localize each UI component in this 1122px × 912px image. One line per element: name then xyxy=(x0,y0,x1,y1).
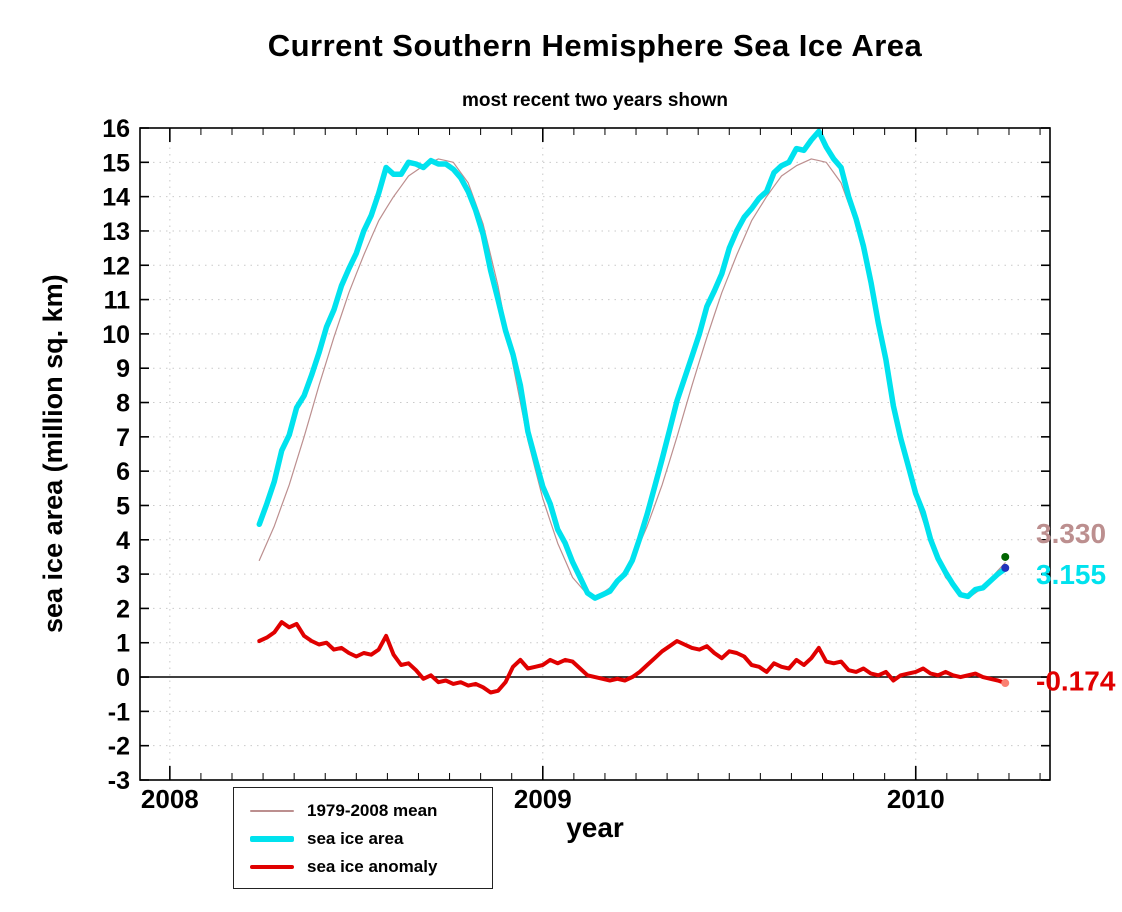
svg-text:15: 15 xyxy=(102,149,130,177)
legend-line-sample-mean xyxy=(250,810,294,812)
legend-line-sample-anomaly xyxy=(250,865,294,869)
svg-text:0: 0 xyxy=(116,664,130,692)
svg-text:2009: 2009 xyxy=(514,784,572,814)
svg-text:11: 11 xyxy=(104,287,131,315)
svg-text:8: 8 xyxy=(116,390,130,418)
svg-text:1: 1 xyxy=(116,630,130,658)
svg-text:-1: -1 xyxy=(108,698,130,726)
svg-text:16: 16 xyxy=(102,115,130,143)
svg-text:3.155: 3.155 xyxy=(1036,559,1106,590)
svg-text:3.330: 3.330 xyxy=(1036,518,1106,549)
legend-label-mean: 1979-2008 mean xyxy=(307,801,438,820)
legend-item-area: sea ice area xyxy=(250,825,492,853)
svg-text:2: 2 xyxy=(116,595,130,623)
svg-text:12: 12 xyxy=(102,252,130,280)
legend-item-anomaly: sea ice anomaly xyxy=(250,853,492,881)
svg-text:13: 13 xyxy=(102,218,130,246)
svg-text:2008: 2008 xyxy=(141,784,199,814)
legend-item-mean: 1979-2008 mean xyxy=(250,797,492,825)
svg-text:7: 7 xyxy=(116,424,130,452)
svg-text:6: 6 xyxy=(116,458,130,486)
svg-text:-0.174: -0.174 xyxy=(1036,665,1116,696)
svg-text:9: 9 xyxy=(116,355,130,383)
svg-text:-2: -2 xyxy=(108,733,130,761)
legend-label-area: sea ice area xyxy=(307,829,404,848)
svg-text:5: 5 xyxy=(116,492,130,520)
legend-label-anomaly: sea ice anomaly xyxy=(307,857,438,876)
legend-line-sample-area xyxy=(250,836,294,842)
x-axis-label: year xyxy=(566,812,624,843)
svg-text:4: 4 xyxy=(116,527,130,555)
chart-subtitle: most recent two years shown xyxy=(461,90,729,111)
chart-title: Current Southern Hemisphere Sea Ice Area xyxy=(267,28,923,63)
legend: 1979-2008 mean sea ice area sea ice anom… xyxy=(233,787,493,889)
svg-text:2010: 2010 xyxy=(887,784,945,814)
svg-text:3: 3 xyxy=(116,561,130,589)
svg-text:14: 14 xyxy=(102,184,130,212)
svg-text:-3: -3 xyxy=(108,767,130,795)
svg-text:10: 10 xyxy=(102,321,130,349)
